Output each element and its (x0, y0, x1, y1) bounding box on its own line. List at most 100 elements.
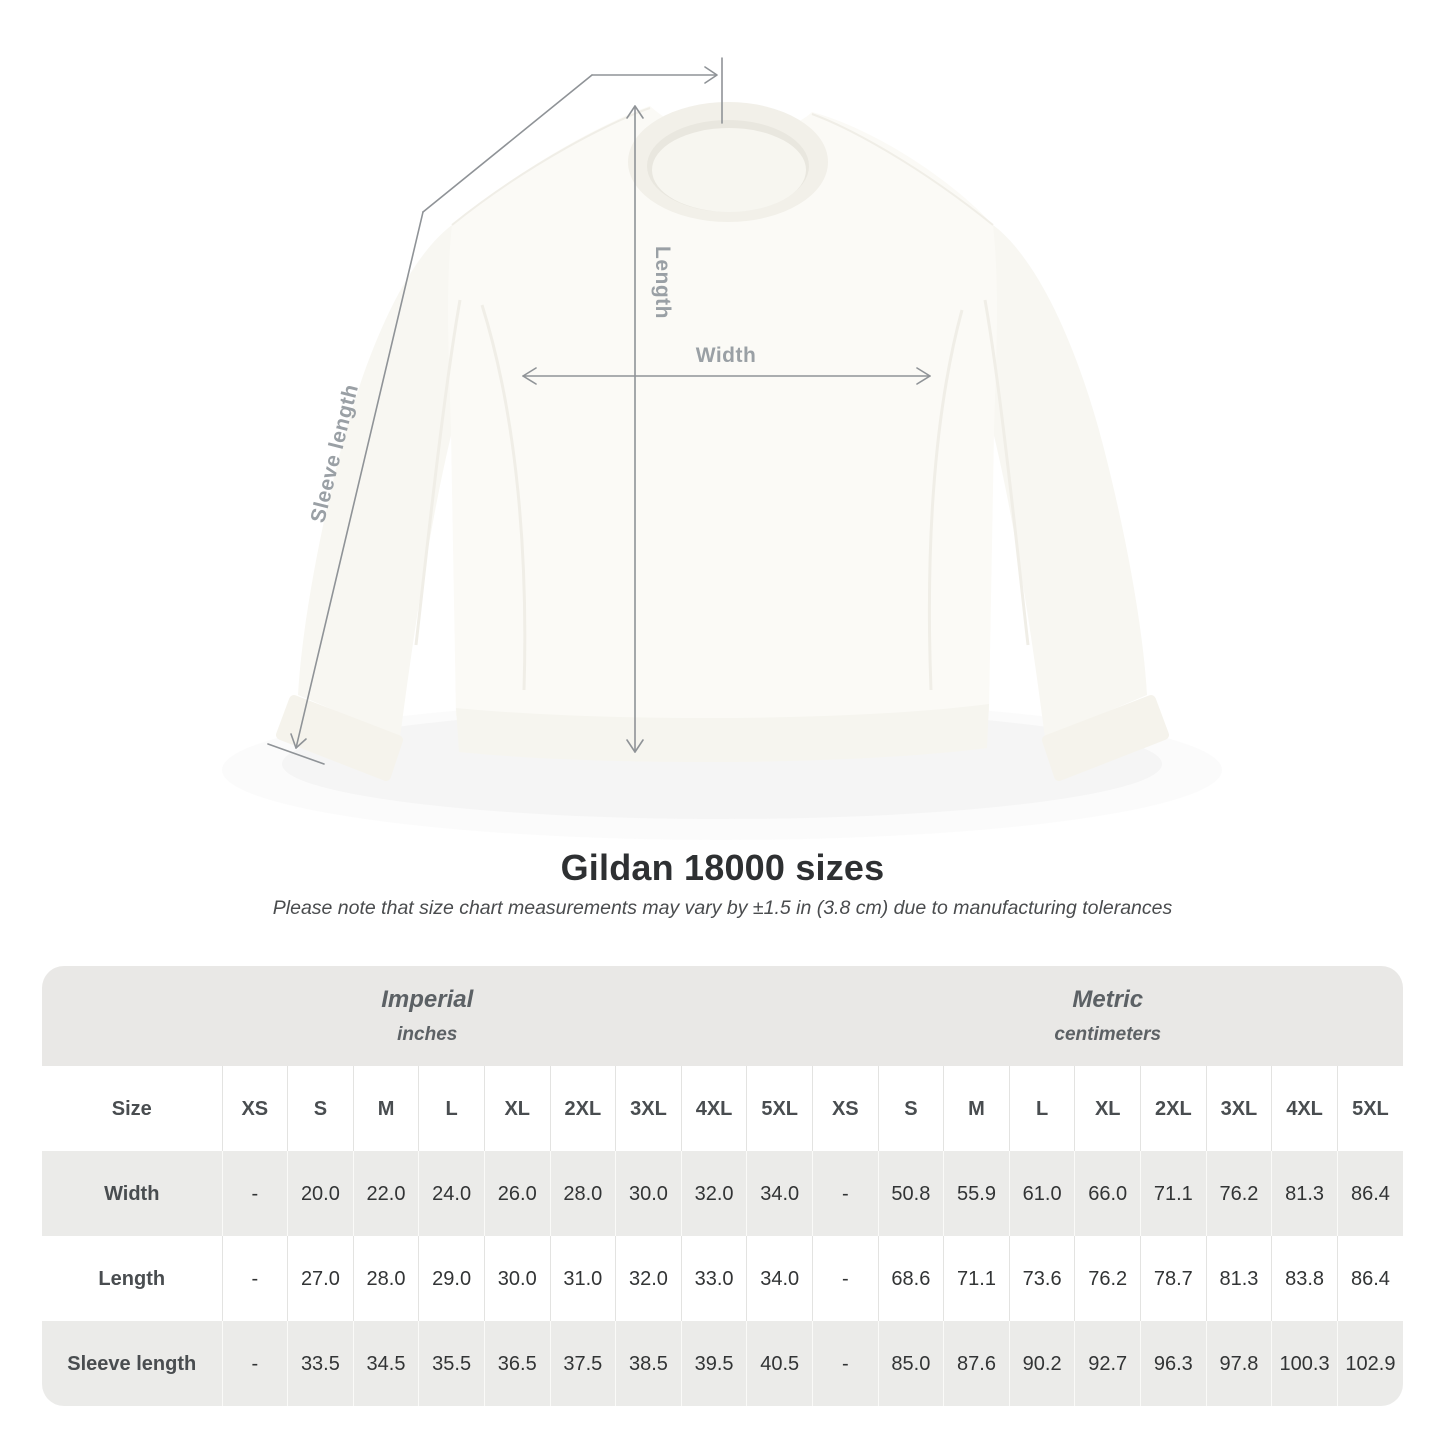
row-label: Length (42, 1236, 222, 1321)
column-header: 3XL (1205, 1066, 1272, 1151)
table-cell: 78.7 (1140, 1236, 1207, 1321)
table-cell: 26.0 (483, 1151, 551, 1236)
arrow-up-icon (626, 105, 644, 119)
length-label: Length (651, 246, 674, 319)
imperial-unit: inches (397, 1023, 458, 1045)
table-cell: 85.0 (877, 1321, 944, 1406)
table-cell: 71.1 (943, 1236, 1010, 1321)
table-cell: 100.3 (1271, 1321, 1338, 1406)
table-cell: 37.5 (549, 1321, 616, 1406)
column-header: 5XL (746, 1066, 813, 1151)
length-measure-line (626, 105, 644, 753)
width-measure-line (522, 367, 931, 385)
column-header: L (1008, 1066, 1075, 1151)
table-cell: 31.0 (549, 1236, 616, 1321)
table-cell: 33.0 (680, 1236, 747, 1321)
table-cell: 68.6 (877, 1236, 944, 1321)
table-cell: 55.9 (943, 1151, 1010, 1236)
table-cell: 33.5 (287, 1321, 354, 1406)
table-cell: 50.8 (877, 1151, 944, 1236)
imperial-label: Imperial (381, 985, 474, 1013)
unit-header-row: Imperial inches Metric centimeters (42, 966, 1403, 1066)
sweatshirt-measurement-illustration: Length Width Sleeve length (267, 57, 1169, 781)
table-cell: 36.5 (483, 1321, 551, 1406)
table-cell: 24.0 (418, 1151, 485, 1236)
table-cell: 61.0 (1008, 1151, 1075, 1236)
row-label: Sleeve length (42, 1321, 222, 1406)
column-header: L (418, 1066, 485, 1151)
column-header: M (943, 1066, 1010, 1151)
table-cell: - (221, 1236, 288, 1321)
table-cell: 30.0 (483, 1236, 551, 1321)
tolerance-note: Please note that size chart measurements… (272, 897, 1173, 919)
table-row-sleeve-length: Sleeve length - 33.5 34.5 35.5 36.5 37.5… (42, 1321, 1403, 1406)
table-cell: 96.3 (1140, 1321, 1207, 1406)
table-cell: 76.2 (1074, 1236, 1141, 1321)
column-header: XS (811, 1066, 879, 1151)
table-cell: 34.5 (352, 1321, 419, 1406)
table-cell: 32.0 (680, 1151, 747, 1236)
size-table-grid: Imperial inches Metric centimeters Size … (42, 966, 1403, 1406)
table-cell: - (811, 1151, 879, 1236)
table-cell: 83.8 (1271, 1236, 1338, 1321)
table-cell: 28.0 (549, 1151, 616, 1236)
column-header: 4XL (1271, 1066, 1338, 1151)
column-header: 2XL (1140, 1066, 1207, 1151)
table-cell: 35.5 (418, 1321, 485, 1406)
table-cell: - (811, 1321, 879, 1406)
table-cell: - (811, 1236, 879, 1321)
table-cell: 20.0 (287, 1151, 354, 1236)
column-header: XL (1074, 1066, 1141, 1151)
table-cell: 97.8 (1205, 1321, 1272, 1406)
table-cell: 27.0 (287, 1236, 354, 1321)
column-header: 2XL (549, 1066, 616, 1151)
table-cell: 29.0 (418, 1236, 485, 1321)
metric-header: Metric centimeters (812, 966, 1403, 1066)
table-cell: 73.6 (1008, 1236, 1075, 1321)
metric-label: Metric (1072, 985, 1144, 1013)
table-cell: 86.4 (1336, 1151, 1403, 1236)
table-cell: 90.2 (1008, 1321, 1075, 1406)
arrow-down-icon (626, 739, 644, 753)
table-cell: 39.5 (680, 1321, 747, 1406)
table-cell: 86.4 (1336, 1236, 1403, 1321)
row-label: Width (42, 1151, 222, 1236)
table-cell: 66.0 (1074, 1151, 1141, 1236)
table-cell: 30.0 (615, 1151, 682, 1236)
column-header: S (287, 1066, 354, 1151)
imperial-header: Imperial inches (42, 966, 813, 1066)
table-row-length: Length - 27.0 28.0 29.0 30.0 31.0 32.0 3… (42, 1236, 1403, 1321)
table-cell: - (221, 1151, 288, 1236)
table-cell: 34.0 (746, 1151, 813, 1236)
table-cell: 38.5 (615, 1321, 682, 1406)
table-cell: - (221, 1321, 288, 1406)
shoulder-leader-line (422, 57, 723, 213)
metric-unit: centimeters (1054, 1023, 1162, 1045)
fabric-creases (414, 107, 1030, 691)
arrow-left-icon (522, 367, 537, 385)
table-cell: 102.9 (1336, 1321, 1403, 1406)
table-cell: 76.2 (1205, 1151, 1272, 1236)
size-table: Imperial inches Metric centimeters Size … (42, 966, 1403, 1406)
column-header: XL (483, 1066, 551, 1151)
arrow-right-icon (916, 367, 931, 385)
width-label: Width (696, 344, 757, 367)
arrow-down-left-icon (290, 733, 307, 749)
collar (628, 102, 828, 222)
size-column-header: Size (42, 1066, 222, 1151)
cuff-extension-tick (267, 743, 325, 765)
table-cell: 81.3 (1205, 1236, 1272, 1321)
table-cell: 81.3 (1271, 1151, 1338, 1236)
column-header: 3XL (615, 1066, 682, 1151)
table-row-width: Width - 20.0 22.0 24.0 26.0 28.0 30.0 32… (42, 1151, 1403, 1236)
table-cell: 32.0 (615, 1236, 682, 1321)
page-title: Gildan 18000 sizes (560, 847, 885, 888)
table-cell: 87.6 (943, 1321, 1010, 1406)
sweatshirt-image (276, 102, 1169, 781)
table-cell: 92.7 (1074, 1321, 1141, 1406)
table-cell: 34.0 (746, 1236, 813, 1321)
sleeve-measure-line (267, 211, 424, 765)
column-header: S (877, 1066, 944, 1151)
table-cell: 28.0 (352, 1236, 419, 1321)
